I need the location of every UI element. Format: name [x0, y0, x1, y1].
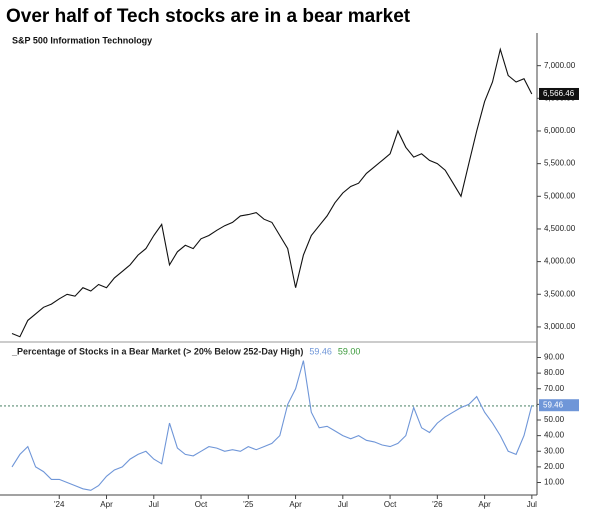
y-tick-label: 5,000.00: [544, 191, 576, 200]
y-tick-label: 30.00: [544, 446, 565, 455]
last-value-label: 6,566.46: [543, 89, 575, 98]
y-tick-label: 80.00: [544, 368, 565, 377]
y-tick-label: 3,500.00: [544, 289, 576, 298]
x-tick-label: Oct: [195, 500, 208, 509]
x-tick-label: Apr: [289, 500, 302, 509]
x-tick-label: Oct: [384, 500, 397, 509]
y-tick-label: 40.00: [544, 431, 565, 440]
x-tick-label: Apr: [478, 500, 491, 509]
y-tick-label: 10.00: [544, 478, 565, 487]
data-line: [11, 47, 533, 338]
x-tick-label: Apr: [100, 500, 113, 509]
y-tick-label: 50.00: [544, 415, 565, 424]
x-tick-label: Jul: [149, 500, 159, 509]
y-tick-label: 3,000.00: [544, 322, 576, 331]
x-tick-label: Jul: [338, 500, 348, 509]
last-value-tag: [539, 399, 579, 412]
y-tick-label: 5,500.00: [544, 159, 576, 168]
y-tick-label: 20.00: [544, 462, 565, 471]
y-tick-label: 6,000.00: [544, 126, 576, 135]
y-tick-label: 4,000.00: [544, 257, 576, 266]
y-tick-label: 7,000.00: [544, 61, 576, 70]
data-line: [11, 360, 533, 491]
legend-value: 59.46: [309, 346, 332, 356]
last-value-tag: [539, 87, 579, 100]
last-value-label: 59.46: [543, 400, 564, 409]
x-tick-label: '24: [54, 500, 65, 509]
series-name: _Percentage of Stocks in a Bear Market (…: [11, 346, 303, 356]
x-tick-label: '25: [243, 500, 254, 509]
chart-title: Over half of Tech stocks are in a bear m…: [6, 6, 411, 27]
legend-reference: 59.00: [338, 346, 361, 356]
x-tick-label: Jul: [527, 500, 537, 509]
y-tick-label: 90.00: [544, 353, 565, 362]
y-tick-label: 4,500.00: [544, 224, 576, 233]
series-name: S&P 500 Information Technology: [12, 35, 152, 45]
x-tick-label: '26: [432, 500, 443, 509]
y-tick-label: 70.00: [544, 384, 565, 393]
